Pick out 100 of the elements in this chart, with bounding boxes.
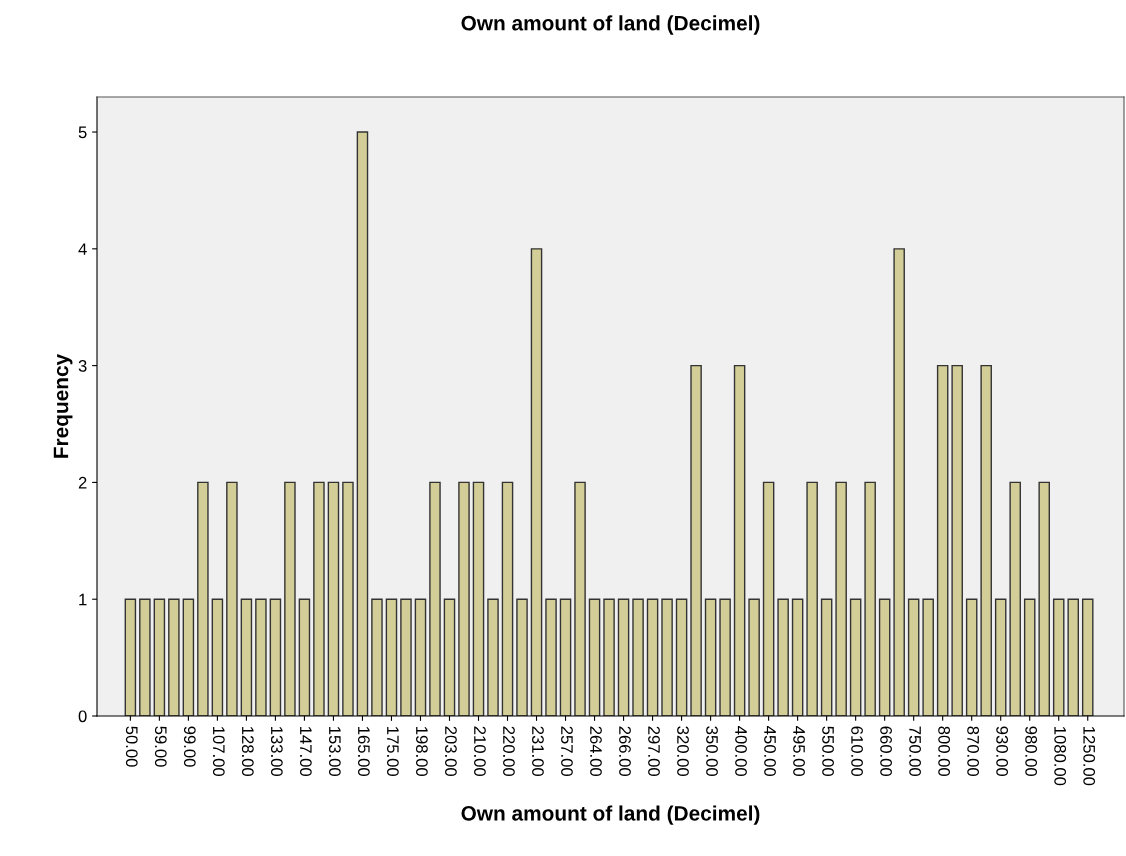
x-tick-label: 203.00 [445,726,457,777]
bar [878,598,891,716]
bar [994,598,1007,716]
bar [762,481,775,716]
bar [719,598,731,716]
bar [936,364,949,716]
bar [327,481,340,716]
bar [472,481,485,716]
bar [1081,598,1094,716]
x-tick-label: 257.00 [561,726,573,777]
x-tick-label: 495.00 [793,726,805,777]
bar [255,598,267,716]
bar [806,481,818,716]
x-tick-label: 165.00 [357,726,370,777]
x-tick-label: 220.00 [503,726,515,777]
bar [530,248,543,716]
bar [501,481,514,716]
bar [153,598,166,716]
bar [124,598,137,716]
x-tick-label: 153.00 [328,726,341,777]
x-tick-label: 59.00 [154,726,167,767]
bar [632,598,644,716]
bar [516,598,528,716]
x-tick-label: 128.00 [241,726,254,777]
bar [356,131,369,716]
bar [835,481,847,716]
bar [443,598,456,716]
bar [1052,598,1065,716]
bar [1067,598,1080,716]
x-tick-label: 210.00 [474,726,486,777]
x-tick-label: 1250.00 [1083,726,1096,786]
y-tick-label: 3 [78,360,87,372]
x-tick-label: 320.00 [677,726,689,777]
bar [429,481,441,716]
bar [864,481,876,716]
bar [951,364,963,716]
bar [342,481,354,716]
x-tick-label: 147.00 [299,726,312,777]
y-tick-label: 5 [78,126,87,139]
x-tick-label: 175.00 [386,726,399,777]
bar [298,598,311,716]
x-axis-title: Own amount of land (Decimel) [461,805,760,825]
bar [400,598,412,716]
x-tick-label: 264.00 [590,726,602,777]
x-tick-label: 550.00 [822,726,834,777]
bar [748,598,760,716]
y-tick-label: 1 [79,593,87,606]
bar [371,598,383,716]
bar [588,598,601,716]
bar [922,598,934,716]
bar [617,598,630,716]
x-tick-label: 231.00 [532,726,544,777]
x-tick-label: 297.00 [648,726,660,777]
x-tick-label: 980.00 [1025,726,1038,777]
y-axis-title: Frequency [53,353,73,458]
bar [849,598,862,716]
x-tick-label: 870.00 [967,726,980,777]
bar [820,598,833,716]
x-tick-label: 1080.00 [1054,726,1067,786]
x-tick-label: 610.00 [851,726,863,777]
bar [240,598,253,716]
bar [139,598,151,716]
bar [791,598,804,716]
bar [197,481,209,716]
bar [965,598,978,716]
bar [704,598,717,716]
bar [1023,598,1036,716]
bar [458,481,470,716]
bar [1038,481,1050,716]
x-tick-label: 800.00 [938,726,951,777]
bar [1009,481,1021,716]
x-tick-label: 99.00 [183,726,196,767]
bar [226,481,238,716]
x-tick-label: 750.00 [909,726,921,777]
bar [907,598,920,716]
bar [980,364,992,716]
x-tick-label: 350.00 [706,726,718,777]
x-tick-label: 50.00 [125,726,138,767]
bar [168,598,180,716]
x-tick-label: 450.00 [764,726,776,777]
y-tick-label: 4 [78,243,87,255]
bar [182,598,195,716]
x-tick-label: 400.00 [735,726,747,777]
bar [690,364,702,716]
x-tick-label: 266.00 [619,726,631,777]
bar [414,598,427,716]
bar [646,598,659,716]
x-tick-label: 198.00 [416,726,428,777]
bar [603,598,615,716]
bar [559,598,572,716]
y-tick-label: 2 [78,476,87,489]
bar [661,598,673,716]
bar [284,481,296,716]
bar [269,598,282,716]
bar [313,481,325,716]
chart-title: Own amount of land (Decimel) [461,15,760,35]
bar [545,598,557,716]
y-tick-label: 0 [78,710,87,723]
x-tick-label: 930.00 [996,726,1009,777]
bar [385,598,398,716]
